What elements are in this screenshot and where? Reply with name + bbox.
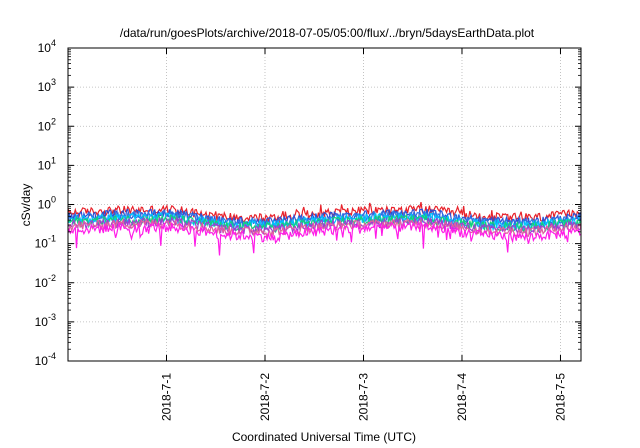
y-axis-title: cSv/day xyxy=(19,184,33,227)
y-tick-labels: 10-4 10-3 10-2 10-1 100 101 102 103 104 xyxy=(35,38,56,368)
series-line xyxy=(67,208,582,230)
y-tick-label: 101 xyxy=(38,155,56,172)
series-line xyxy=(67,212,581,232)
y-tick-label: 103 xyxy=(38,77,56,94)
y-tick-label: 104 xyxy=(38,38,56,55)
x-tick-label: 2018-7-2 xyxy=(258,373,272,421)
x-tick-label: 2018-7-1 xyxy=(159,373,173,421)
plot-frame xyxy=(67,47,582,362)
chart-title: /data/run/goesPlots/archive/2018-07-05/0… xyxy=(120,26,535,40)
y-tick-label: 10-4 xyxy=(35,351,56,368)
y-tick-label: 10-1 xyxy=(35,234,56,251)
series-line xyxy=(67,221,582,256)
x-tick-labels: 2018-7-1 2018-7-2 2018-7-3 2018-7-4 2018-7-5 xyxy=(159,373,567,421)
series-group xyxy=(67,201,582,256)
y-tick-label: 10-2 xyxy=(35,273,56,290)
x-tick-label: 2018-7-4 xyxy=(455,373,469,421)
axis-ticks xyxy=(68,47,581,362)
x-tick-label: 2018-7-3 xyxy=(356,373,370,421)
y-tick-label: 10-3 xyxy=(35,312,56,329)
y-tick-label: 102 xyxy=(38,116,56,133)
x-axis-title: Coordinated Universal Time (UTC) xyxy=(232,430,416,444)
y-tick-label: 100 xyxy=(38,195,56,212)
x-tick-label: 2018-7-5 xyxy=(553,373,567,421)
grid xyxy=(68,48,581,361)
